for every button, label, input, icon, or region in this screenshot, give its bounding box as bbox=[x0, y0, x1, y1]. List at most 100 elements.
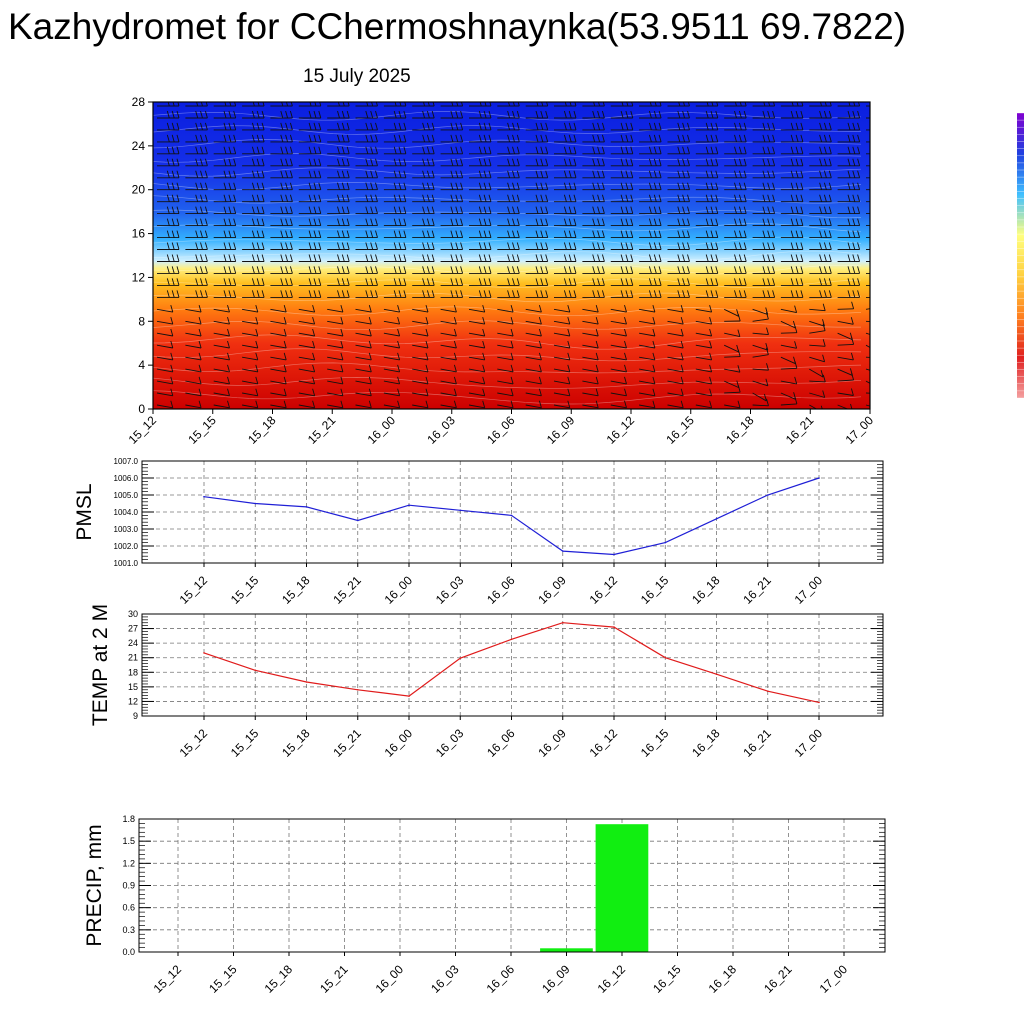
wind-barb-flag bbox=[398, 170, 402, 178]
wind-barb-flag bbox=[318, 254, 322, 262]
wind-barb-flag bbox=[340, 376, 344, 385]
series-point bbox=[613, 553, 615, 556]
wind-barb-flag bbox=[738, 158, 742, 166]
wind-barb-flag bbox=[313, 278, 317, 286]
wind-barb-shaft bbox=[185, 368, 202, 373]
wind-barb-flag bbox=[790, 290, 794, 298]
wind-barb-flag bbox=[682, 122, 686, 131]
wind-barb-flag bbox=[545, 278, 549, 286]
wind-barb-flag bbox=[285, 218, 289, 226]
wind-barb-flag bbox=[397, 364, 401, 373]
wind-barb-flag bbox=[512, 230, 515, 238]
wind-barb-flag bbox=[460, 206, 464, 214]
wind-barb-flag bbox=[200, 170, 203, 178]
wind-barb-flag bbox=[680, 328, 684, 337]
wind-barb-flag bbox=[422, 134, 426, 143]
wind-barb-shaft bbox=[327, 380, 343, 385]
wind-barb-flag bbox=[772, 182, 776, 190]
wind-barb-flag bbox=[453, 340, 457, 349]
wind-barb-flag bbox=[313, 146, 317, 154]
wind-barb-flag bbox=[431, 242, 435, 250]
wind-barb-flag bbox=[563, 182, 567, 190]
wind-barb-shaft bbox=[780, 380, 797, 385]
wind-barb-flag bbox=[879, 331, 881, 338]
wind-barb-flag bbox=[705, 134, 709, 143]
wind-barb-flag bbox=[573, 242, 577, 250]
wind-barb-shaft bbox=[327, 344, 343, 349]
wind-barb-flag bbox=[516, 194, 520, 202]
wind-barb-flag bbox=[743, 122, 747, 131]
xtick-label: 15_12 bbox=[151, 962, 185, 996]
wind-barb-flag bbox=[563, 134, 567, 143]
wind-barb-flag bbox=[375, 266, 378, 274]
xtick-label: 15_15 bbox=[228, 726, 262, 760]
wind-barb-flag bbox=[313, 290, 317, 298]
pmsl-panel: 1001.01002.01003.01004.01005.01006.01007… bbox=[73, 457, 884, 607]
wind-barb-flag bbox=[488, 278, 492, 286]
wind-barb-flag bbox=[886, 171, 888, 178]
wind-barb-flag bbox=[648, 122, 652, 131]
wind-barb-flag bbox=[483, 158, 487, 166]
wind-barb-flag bbox=[592, 278, 596, 286]
wind-barb-flag bbox=[648, 278, 652, 286]
wind-barb-flag bbox=[171, 206, 175, 214]
wind-barb-flag bbox=[512, 218, 515, 226]
wind-barb-flag bbox=[341, 254, 345, 262]
wind-barb-flag bbox=[375, 110, 378, 119]
series-point bbox=[664, 541, 667, 544]
wind-barb-flag bbox=[450, 134, 454, 143]
wind-barb-flag bbox=[450, 110, 454, 119]
wind-barb-flag bbox=[340, 316, 344, 325]
wind-barb-flag bbox=[195, 254, 199, 262]
xtick-label: 16_03 bbox=[428, 962, 462, 996]
wind-barb-flag bbox=[223, 206, 227, 214]
wind-barb-flag bbox=[166, 146, 170, 154]
wind-barb-flag bbox=[597, 290, 601, 298]
wind-barb-flag bbox=[200, 110, 203, 119]
wind-barb-flag bbox=[772, 206, 776, 214]
wind-barb-flag bbox=[422, 182, 426, 190]
wind-barb-flag bbox=[318, 182, 322, 190]
wind-barb-flag bbox=[478, 110, 482, 119]
wind-barb-flag bbox=[568, 218, 572, 226]
wind-barb-flag bbox=[308, 266, 312, 274]
wind-barb-flag bbox=[346, 182, 350, 190]
wind-barb-shaft bbox=[298, 392, 315, 397]
wind-barb-flag bbox=[227, 388, 230, 396]
wind-barb-shaft bbox=[497, 392, 514, 397]
wind-barb-flag bbox=[563, 122, 567, 131]
wind-barb-flag bbox=[425, 316, 429, 325]
wind-barb-shaft bbox=[752, 392, 767, 402]
wind-barb-flag bbox=[261, 134, 265, 143]
wind-barb-flag bbox=[540, 278, 544, 286]
wind-barb-flag bbox=[510, 316, 514, 325]
page-title: Kazhydromet for CChermoshnaynka(53.9511 … bbox=[8, 6, 907, 47]
wind-barb-flag bbox=[223, 242, 227, 250]
wind-barb-flag bbox=[200, 290, 203, 298]
wind-barb-flag bbox=[393, 110, 397, 119]
wind-barb-shaft bbox=[610, 320, 627, 325]
wind-barb-flag bbox=[828, 230, 832, 238]
series-point bbox=[203, 652, 205, 654]
series-line bbox=[203, 622, 820, 703]
wind-barb-flag bbox=[346, 146, 350, 154]
wind-barb-shaft bbox=[553, 344, 570, 349]
wind-barb-flag bbox=[682, 242, 686, 250]
wind-barb-flag bbox=[653, 134, 657, 143]
wind-barb-flag bbox=[881, 219, 883, 226]
wind-barb-flag bbox=[251, 290, 255, 298]
wind-barb-flag bbox=[573, 230, 577, 238]
wind-barb-flag bbox=[790, 110, 794, 119]
wind-barb-flag bbox=[710, 230, 714, 238]
wind-barb-shaft bbox=[213, 308, 230, 313]
wind-barb-flag bbox=[597, 254, 601, 262]
wind-barb-shaft bbox=[865, 308, 870, 310]
wind-barb-flag bbox=[460, 194, 464, 202]
wind-barb-shaft bbox=[837, 308, 854, 310]
wind-barb-shaft bbox=[639, 344, 655, 349]
wind-barb-flag bbox=[341, 134, 345, 143]
wind-barb-flag bbox=[204, 278, 208, 286]
wind-barb-flag bbox=[426, 218, 430, 226]
wind-barb-shaft bbox=[667, 308, 684, 313]
wind-barb-flag bbox=[767, 170, 771, 178]
